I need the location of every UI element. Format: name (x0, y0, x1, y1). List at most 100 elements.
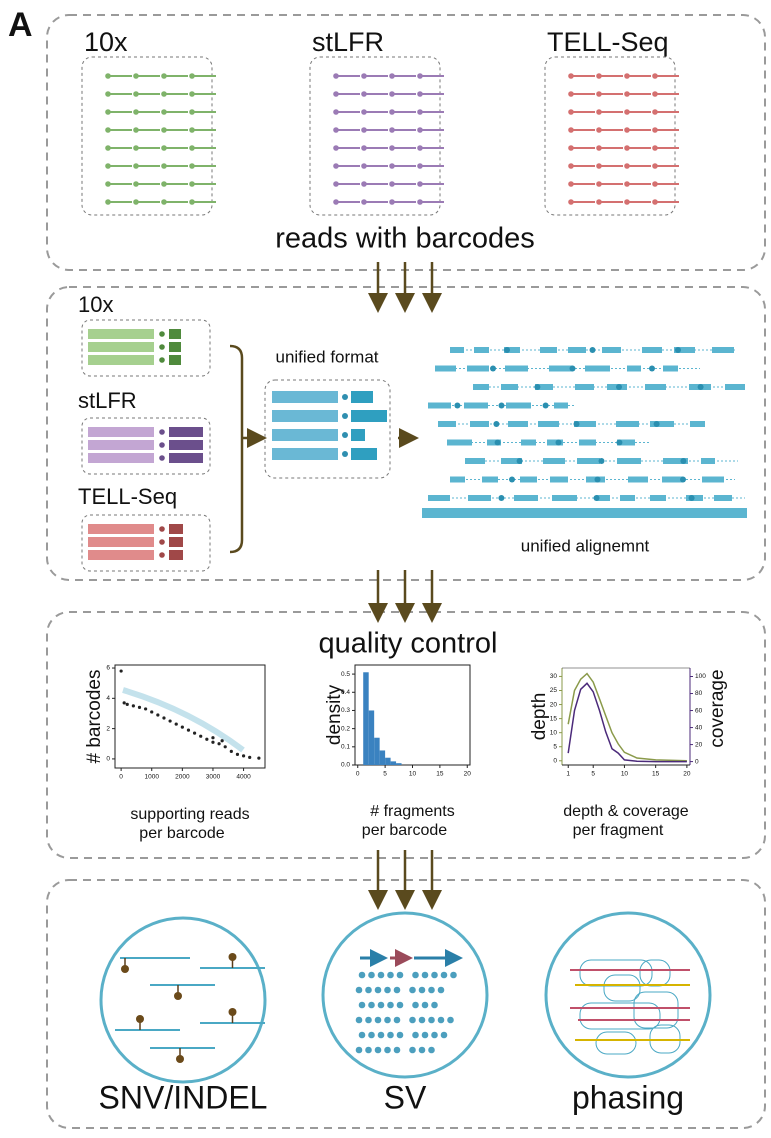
platform-label: stLFR (78, 388, 137, 413)
read-bar (88, 550, 154, 560)
barcode-dot (594, 495, 600, 501)
sv-read (359, 1032, 366, 1039)
barcode-dot (333, 145, 339, 151)
page: { "panel_label": "A", "reads": { "platfo… (0, 0, 771, 1138)
barcode-dot (189, 199, 195, 205)
read-segment (505, 366, 528, 372)
barcode-dot (590, 347, 596, 353)
sv-read (409, 987, 416, 994)
read-segment (620, 495, 635, 501)
barcode-dot (454, 403, 460, 409)
barcode-dot (133, 163, 139, 169)
read-segment (627, 366, 641, 372)
barcode-dot (417, 163, 423, 169)
sv-read (375, 1017, 382, 1024)
sv-read (428, 987, 435, 994)
barcode-dot (490, 366, 496, 372)
application-circle (546, 913, 710, 1077)
y-tick-label: 0 (106, 756, 110, 763)
barcode-dot (543, 403, 549, 409)
x-axis-label: supporting reads (130, 806, 249, 823)
read-segment (501, 384, 518, 390)
barcode-dot (133, 181, 139, 187)
barcode-block (169, 427, 203, 437)
barcode-dot (595, 477, 601, 483)
y-tick-label: 30 (550, 673, 558, 680)
sv-read (447, 1017, 454, 1024)
read-segment (538, 421, 559, 427)
barcode-dot (596, 109, 602, 115)
barcode-dot (389, 73, 395, 79)
y-tick-label: 15 (550, 715, 558, 722)
barcode-dot (556, 440, 562, 446)
barcode-dot (568, 163, 574, 169)
y-tick-label: 0.5 (341, 671, 350, 678)
sv-read (387, 1002, 394, 1009)
sv-read (428, 1017, 435, 1024)
data-point (132, 704, 135, 707)
barcode-dot (361, 91, 367, 97)
y-tick-label: 6 (106, 665, 110, 672)
x-tick-label: 3000 (206, 774, 221, 781)
barcode-dot (698, 384, 704, 390)
read-segment (543, 458, 565, 464)
data-point (230, 750, 233, 753)
sv-read (422, 972, 429, 979)
read-bar (272, 410, 338, 422)
read-segment (473, 384, 489, 390)
sv-read (422, 1002, 429, 1009)
barcode-dot (534, 384, 540, 390)
sv-read (409, 1047, 416, 1054)
barcode-dot (161, 109, 167, 115)
barcode-dot (389, 91, 395, 97)
hist-bar (385, 758, 390, 765)
read-segment (642, 347, 662, 353)
x-tick-label: 20 (683, 771, 691, 778)
barcode-dot (333, 163, 339, 169)
barcode-dot (159, 526, 165, 532)
barcode-dot (652, 91, 658, 97)
barcode-dot (689, 495, 695, 501)
sv-read (375, 987, 382, 994)
read-segment (465, 458, 485, 464)
sv-read (356, 1047, 363, 1054)
data-point (257, 757, 260, 760)
barcode-dot (333, 91, 339, 97)
platform-box (82, 57, 212, 215)
barcode-dot (161, 181, 167, 187)
platform-label: stLFR (312, 27, 384, 57)
barcode-dot (342, 432, 348, 438)
x-tick-label: 20 (464, 771, 472, 778)
read-bar (88, 524, 154, 534)
barcode-dot (596, 199, 602, 205)
read-segment (506, 403, 531, 409)
barcode-dot (652, 145, 658, 151)
barcode-dot (161, 127, 167, 133)
barcode-dot (105, 109, 111, 115)
sv-read (394, 1047, 401, 1054)
phasing-block (596, 1032, 636, 1054)
barcode-dot (574, 421, 580, 427)
barcode-block (351, 448, 377, 460)
sv-read (365, 1017, 372, 1024)
barcode-dot (342, 394, 348, 400)
read-segment (725, 384, 745, 390)
sv-read (356, 987, 363, 994)
data-point (205, 738, 208, 741)
data-point (224, 745, 227, 748)
barcode-dot (417, 109, 423, 115)
read-segment (435, 366, 456, 372)
barcode-dot (652, 109, 658, 115)
hist-bar (363, 672, 368, 765)
y-axis-label: # barcodes (84, 669, 105, 763)
sv-read (384, 1047, 391, 1054)
read-segment (540, 347, 557, 353)
sv-read (428, 1047, 435, 1054)
barcode-dot (159, 455, 165, 461)
barcode-dot (652, 127, 658, 133)
read-segment (575, 384, 594, 390)
sv-read (412, 972, 419, 979)
barcode-dot (389, 199, 395, 205)
variant-dot (176, 1055, 184, 1063)
data-point (175, 722, 178, 725)
